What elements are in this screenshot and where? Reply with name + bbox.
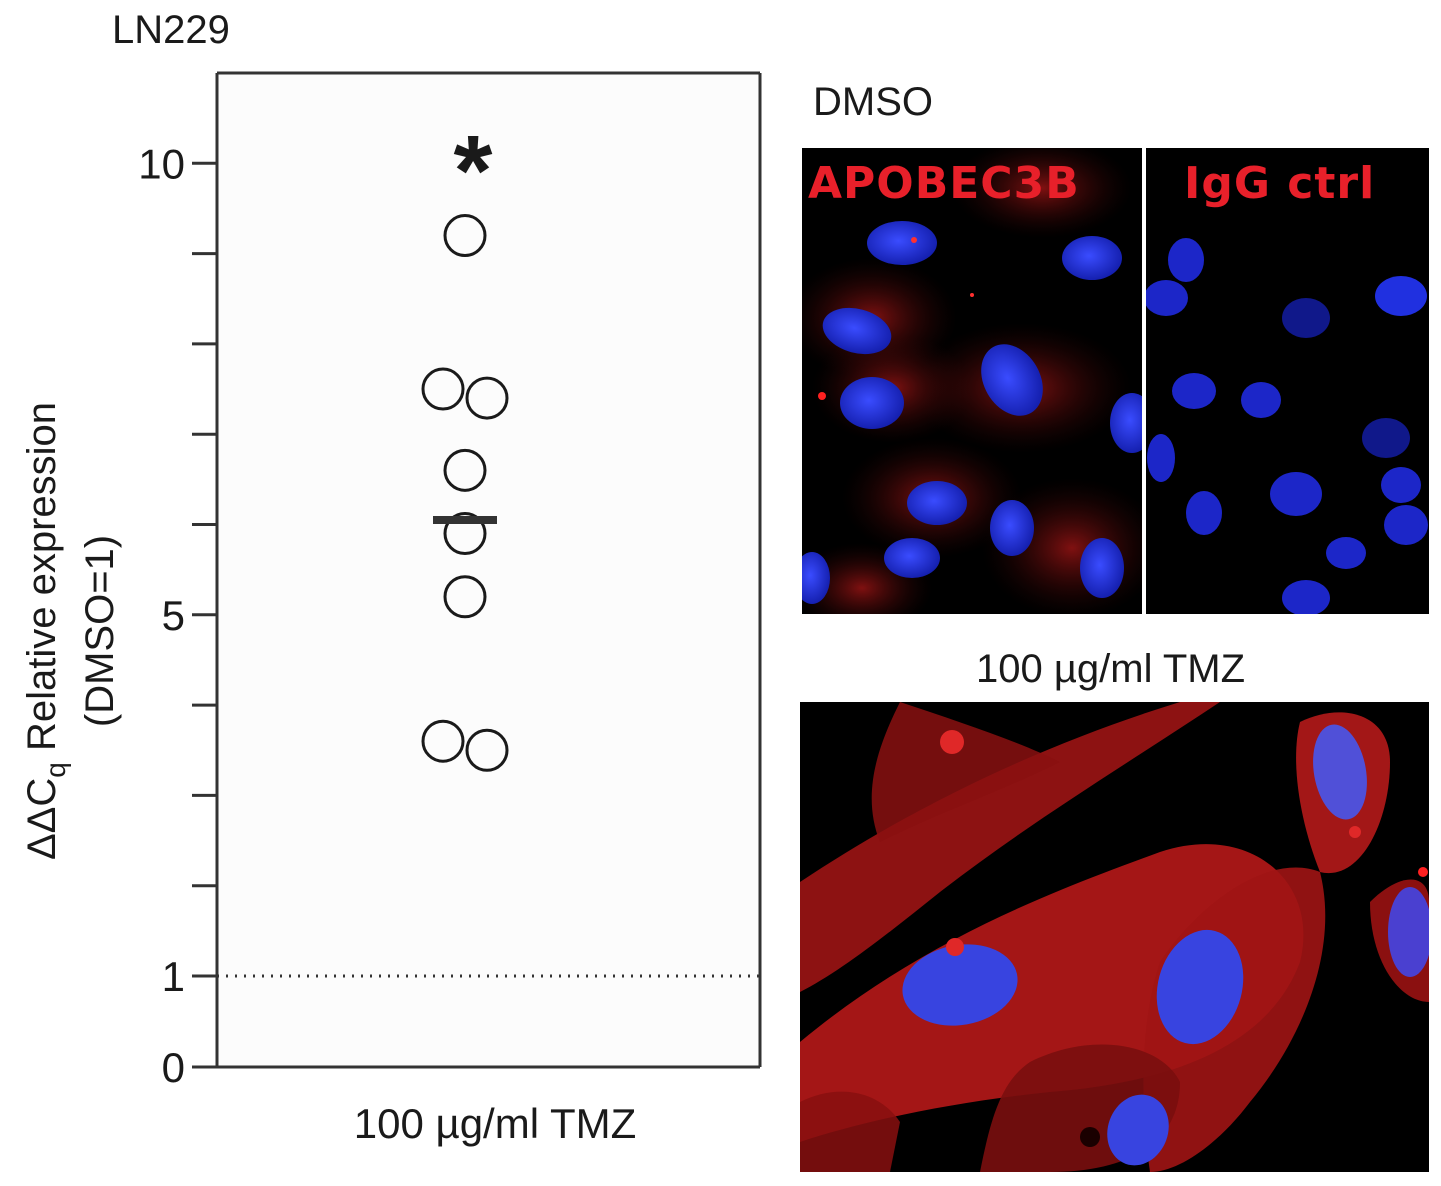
apobec3b-label: APOBEC3B: [808, 158, 1080, 209]
scatter-chart: 0 1 5 10 * ΔΔCq Relative expression (DMSO=1…: [20, 71, 762, 1147]
y-axis-label-line2: (DMSO=1): [78, 535, 122, 727]
data-point: [443, 575, 487, 619]
chart-title: LN229: [112, 8, 230, 52]
y-tick-label: 0: [162, 1044, 185, 1091]
y-tick-label: 5: [162, 592, 185, 639]
x-axis-label: 100 µg/ml TMZ: [354, 1100, 637, 1147]
igg-ctrl-dmso-cells: [1146, 238, 1428, 614]
apobec3b-tmz-image: [800, 702, 1429, 1172]
data-point: [443, 512, 487, 556]
apobec3b-tmz-cells: [800, 702, 1429, 1172]
y-tick-label: 10: [138, 140, 185, 187]
y-axis-label: ΔΔCq Relative expression: [20, 402, 71, 860]
significance-marker: *: [454, 115, 493, 227]
dmso-title: DMSO: [813, 80, 933, 124]
data-point: [421, 719, 465, 763]
data-point: [465, 376, 509, 420]
data-point: [421, 367, 465, 411]
tmz-title: 100 µg/ml TMZ: [976, 647, 1246, 691]
data-point: [465, 728, 509, 772]
y-axis-label-rest: Relative expression: [20, 402, 64, 762]
igg-ctrl-label: IgG ctrl: [1184, 158, 1376, 209]
y-axis-label-sub: q: [40, 762, 71, 778]
apobec3b-dmso-cells: [802, 148, 1142, 614]
data-point: [443, 214, 487, 258]
apobec3b-dmso-image: APOBEC3B: [802, 148, 1142, 614]
plot-background: [217, 73, 760, 1067]
igg-ctrl-dmso-image: IgG ctrl: [1146, 148, 1429, 614]
y-tick-label: 1: [162, 953, 185, 1000]
y-axis-label-main: ΔΔC: [20, 778, 64, 860]
data-point: [443, 448, 487, 492]
